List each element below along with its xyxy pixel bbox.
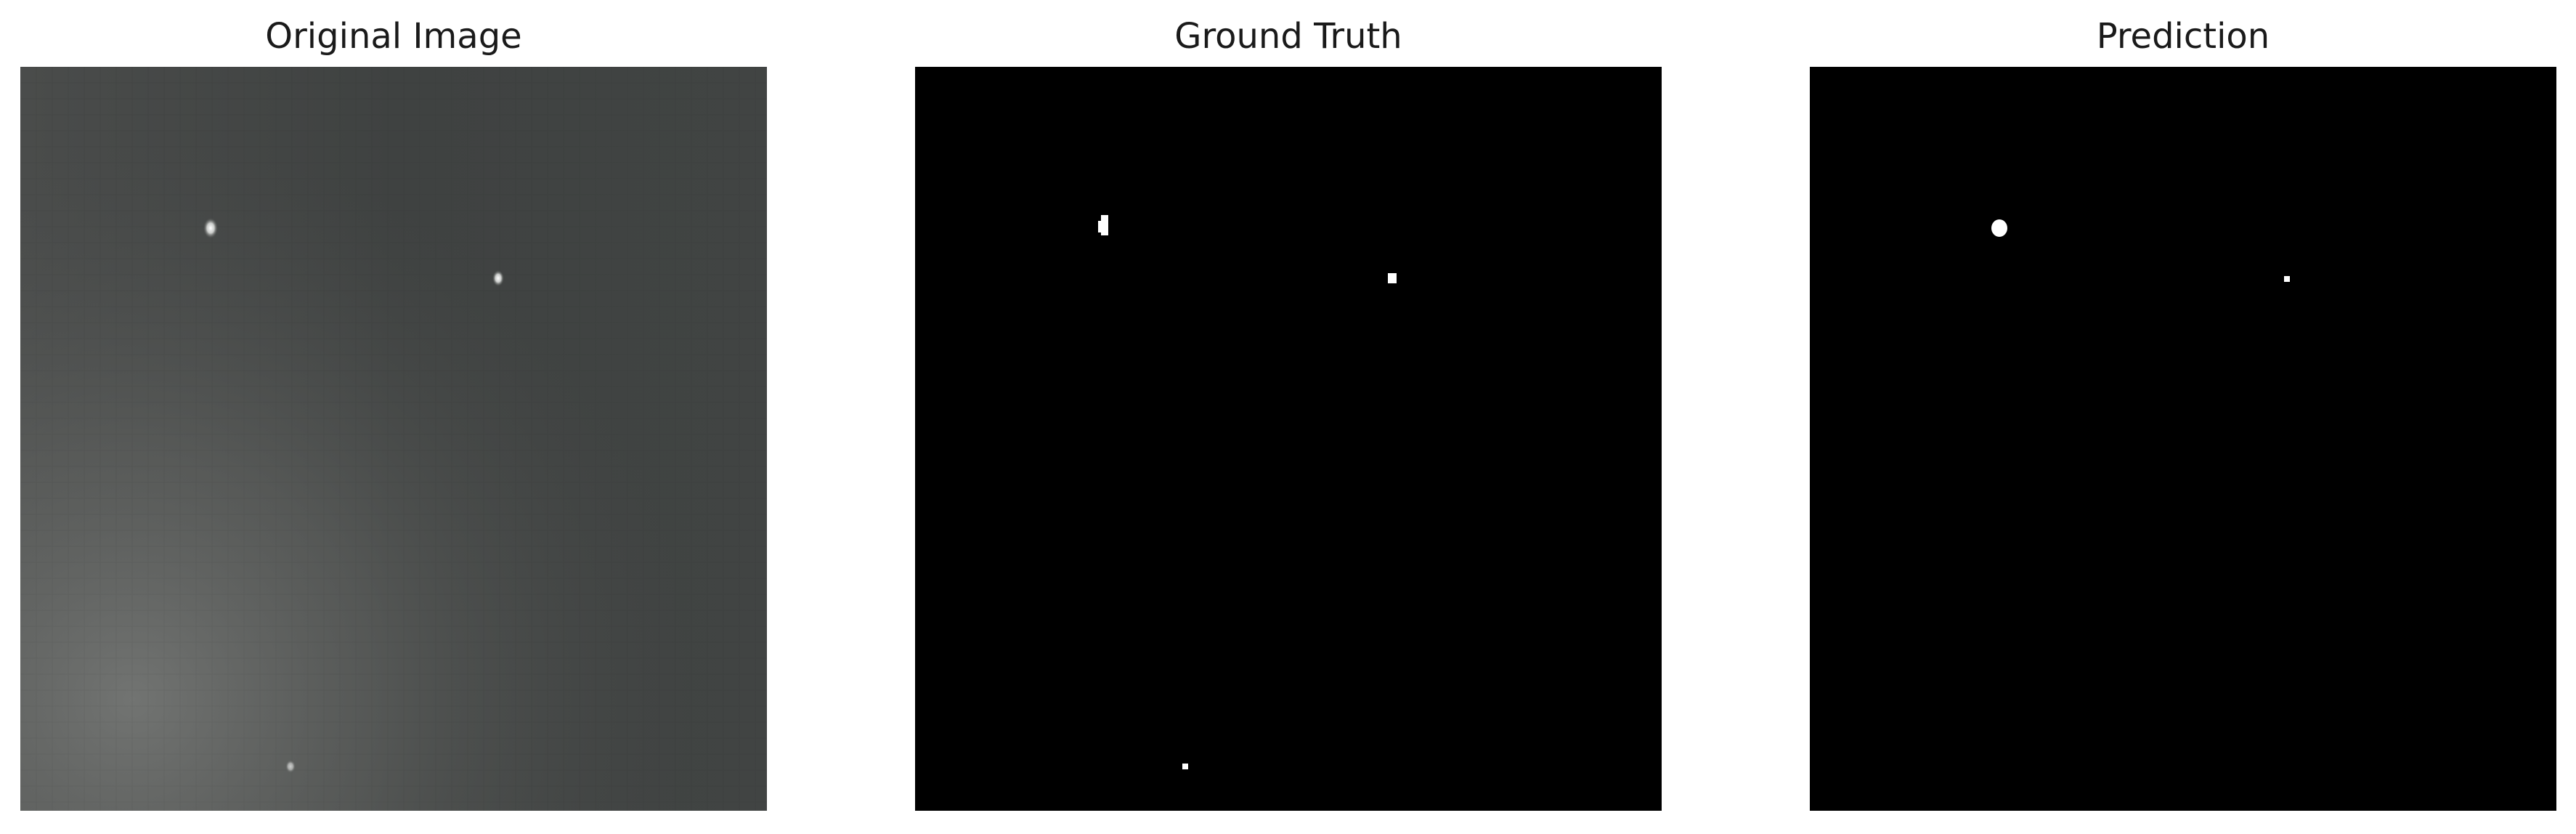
gt-target-3: [1182, 764, 1188, 769]
panel-title-prediction: Prediction: [2096, 16, 2270, 57]
panel-ground-truth: Ground Truth: [915, 0, 1662, 834]
pred-target-2: [2284, 276, 2290, 282]
original-bright-spot-2: [492, 270, 504, 286]
panel-prediction: Prediction: [1810, 0, 2556, 834]
ground-truth-mask: [915, 67, 1662, 811]
original-bright-spot-1: [203, 218, 218, 238]
panel-title-ground-truth: Ground Truth: [1174, 16, 1402, 57]
gt-target-2: [1388, 273, 1397, 283]
panel-title-original: Original Image: [265, 16, 522, 57]
original-bright-spot-3: [285, 760, 296, 773]
gt-target-1: [1101, 215, 1108, 235]
prediction-mask: [1810, 67, 2556, 811]
original-image: [20, 67, 767, 811]
panel-original-image: Original Image: [20, 0, 767, 834]
pred-target-1: [1991, 219, 2007, 237]
